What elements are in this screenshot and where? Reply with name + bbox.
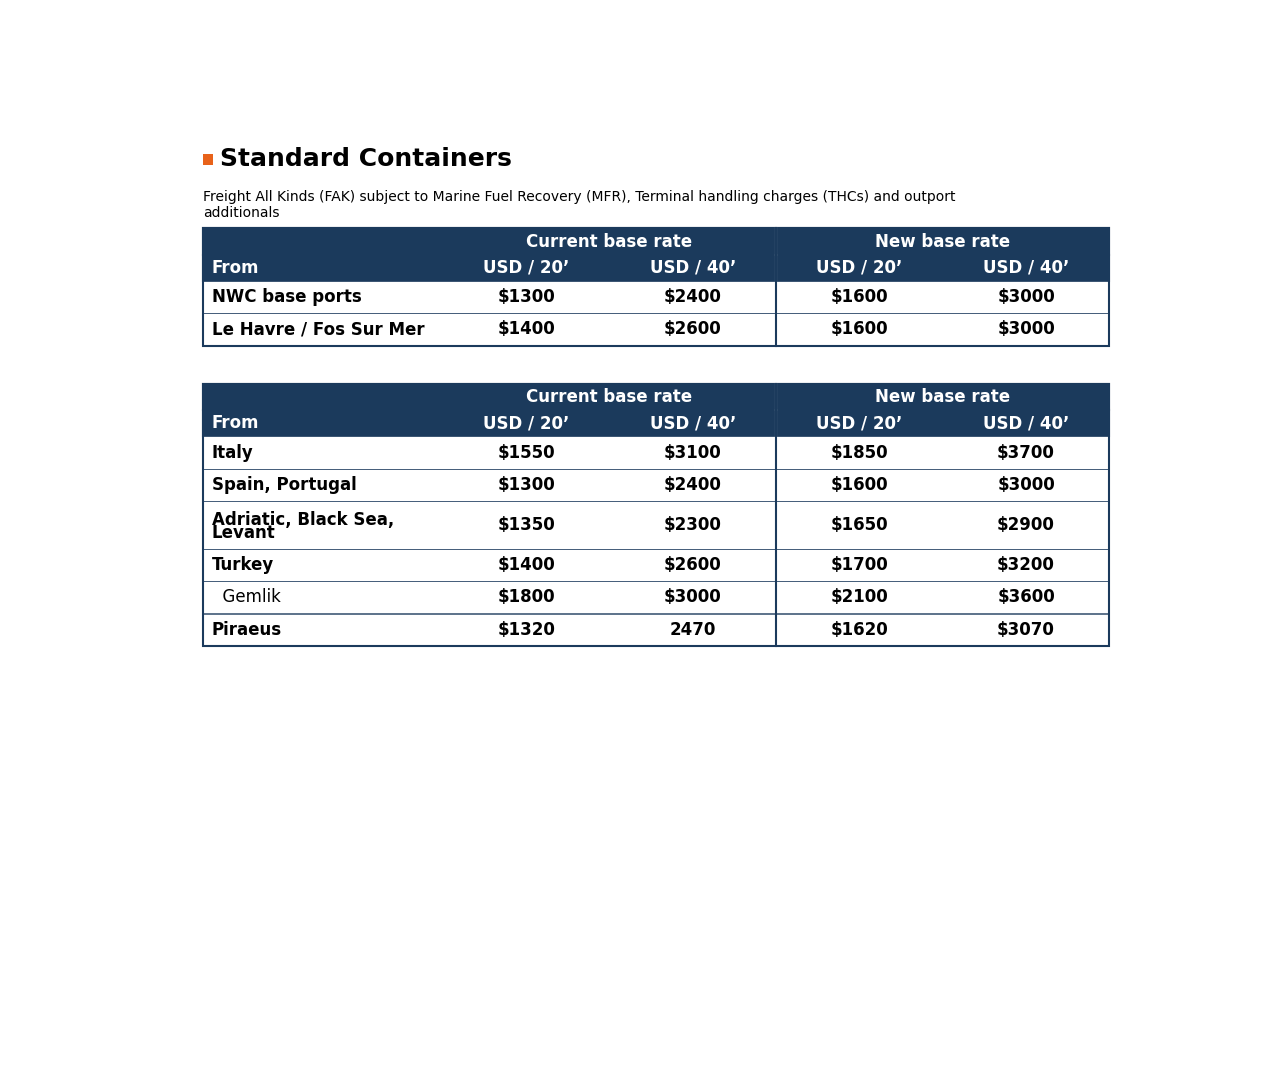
Text: Freight All Kinds (FAK) subject to Marine Fuel Recovery (MFR), Terminal handling: Freight All Kinds (FAK) subject to Marin… xyxy=(202,190,955,220)
Text: USD / 20’: USD / 20’ xyxy=(817,414,902,432)
Bar xyxy=(202,384,1110,410)
Text: New base rate: New base rate xyxy=(876,232,1010,250)
Text: $1620: $1620 xyxy=(831,621,888,639)
Text: $3000: $3000 xyxy=(997,476,1055,494)
Text: $1700: $1700 xyxy=(831,556,888,574)
Text: $2600: $2600 xyxy=(664,556,722,574)
Text: Turkey: Turkey xyxy=(212,556,274,574)
Bar xyxy=(202,581,1110,613)
Text: Current base rate: Current base rate xyxy=(526,232,692,250)
Bar xyxy=(202,229,1110,255)
Text: $3000: $3000 xyxy=(664,588,722,607)
Bar xyxy=(202,549,1110,581)
Bar xyxy=(202,314,1110,346)
Text: $1650: $1650 xyxy=(831,516,888,534)
Text: USD / 40’: USD / 40’ xyxy=(983,414,1069,432)
Text: $3000: $3000 xyxy=(997,288,1055,306)
Text: $1400: $1400 xyxy=(498,320,556,338)
Text: $1320: $1320 xyxy=(497,621,556,639)
Text: $3000: $3000 xyxy=(997,320,1055,338)
Text: $2100: $2100 xyxy=(831,588,888,607)
Text: $3700: $3700 xyxy=(997,444,1055,461)
Text: $1550: $1550 xyxy=(498,444,556,461)
Text: $1850: $1850 xyxy=(831,444,888,461)
Text: $1300: $1300 xyxy=(498,288,556,306)
Text: $1400: $1400 xyxy=(498,556,556,574)
Text: $3600: $3600 xyxy=(997,588,1055,607)
Text: Standard Containers: Standard Containers xyxy=(220,148,512,171)
Text: $1600: $1600 xyxy=(831,476,888,494)
Text: From: From xyxy=(212,414,260,432)
Text: Current base rate: Current base rate xyxy=(526,388,692,407)
Bar xyxy=(202,255,1110,280)
Text: $1600: $1600 xyxy=(831,288,888,306)
Text: $2300: $2300 xyxy=(664,516,722,534)
Text: $1300: $1300 xyxy=(498,476,556,494)
Text: Spain, Portugal: Spain, Portugal xyxy=(212,476,357,494)
Text: Piraeus: Piraeus xyxy=(212,621,282,639)
Text: Levant: Levant xyxy=(212,524,275,542)
Text: 2470: 2470 xyxy=(669,621,716,639)
Text: Le Havre / Fos Sur Mer: Le Havre / Fos Sur Mer xyxy=(212,320,425,338)
Text: $1800: $1800 xyxy=(498,588,556,607)
Text: Italy: Italy xyxy=(212,444,253,461)
Text: From: From xyxy=(212,259,260,277)
Text: $2400: $2400 xyxy=(664,476,722,494)
Text: USD / 40’: USD / 40’ xyxy=(983,259,1069,277)
Text: $3100: $3100 xyxy=(664,444,722,461)
Bar xyxy=(202,384,1110,646)
Bar xyxy=(202,280,1110,314)
Text: USD / 20’: USD / 20’ xyxy=(483,259,570,277)
Bar xyxy=(202,501,1110,549)
Text: $2600: $2600 xyxy=(664,320,722,338)
Bar xyxy=(202,410,1110,437)
Text: $2400: $2400 xyxy=(664,288,722,306)
Bar xyxy=(202,229,1110,346)
Text: NWC base ports: NWC base ports xyxy=(212,288,362,306)
Text: USD / 40’: USD / 40’ xyxy=(650,414,736,432)
Text: Gemlik: Gemlik xyxy=(212,588,280,607)
Text: USD / 20’: USD / 20’ xyxy=(483,414,570,432)
Text: $2900: $2900 xyxy=(997,516,1055,534)
Bar xyxy=(202,437,1110,469)
Bar xyxy=(202,154,214,165)
Text: $1350: $1350 xyxy=(498,516,556,534)
Text: $3200: $3200 xyxy=(997,556,1055,574)
Text: $1600: $1600 xyxy=(831,320,888,338)
Text: Adriatic, Black Sea,: Adriatic, Black Sea, xyxy=(212,510,394,529)
Text: $3070: $3070 xyxy=(997,621,1055,639)
Text: USD / 20’: USD / 20’ xyxy=(817,259,902,277)
Bar xyxy=(202,469,1110,501)
Text: USD / 40’: USD / 40’ xyxy=(650,259,736,277)
Text: New base rate: New base rate xyxy=(876,388,1010,407)
Bar xyxy=(202,613,1110,646)
